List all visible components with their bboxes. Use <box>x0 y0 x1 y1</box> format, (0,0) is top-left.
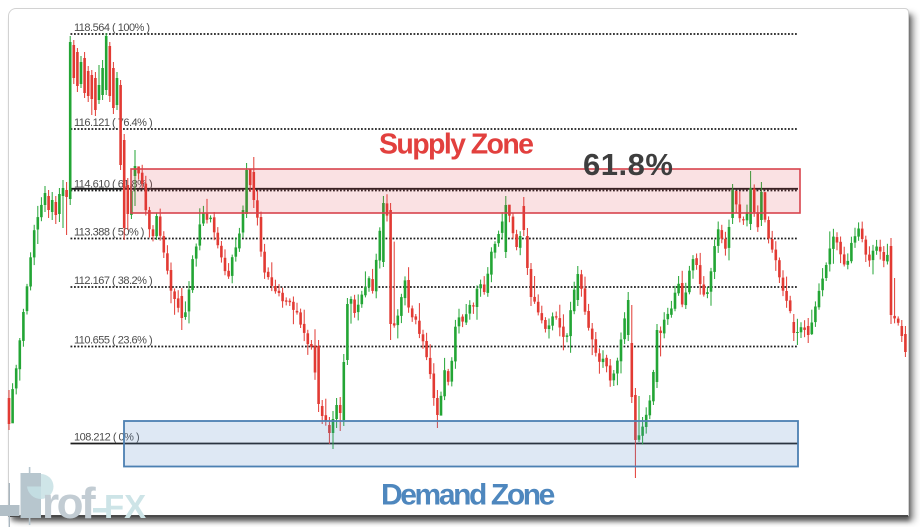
svg-text:118.564 ( 100% ): 118.564 ( 100% ) <box>74 22 150 34</box>
svg-text:114.610 ( 61.8% ): 114.610 ( 61.8% ) <box>74 178 152 190</box>
svg-text:Demand Zone: Demand Zone <box>381 479 555 512</box>
svg-text:116.121 ( 76.4% ): 116.121 ( 76.4% ) <box>74 117 152 129</box>
svg-text:Supply Zone: Supply Zone <box>379 129 533 161</box>
svg-text:61.8%: 61.8% <box>583 147 673 182</box>
svg-text:FX: FX <box>104 488 146 525</box>
svg-text:112.167 ( 38.2% ): 112.167 ( 38.2% ) <box>74 275 152 287</box>
svg-text:rof: rof <box>42 479 96 527</box>
svg-text:110.655 ( 23.6% ): 110.655 ( 23.6% ) <box>74 334 152 346</box>
svg-text:113.388 ( 50% ): 113.388 ( 50% ) <box>74 226 144 238</box>
